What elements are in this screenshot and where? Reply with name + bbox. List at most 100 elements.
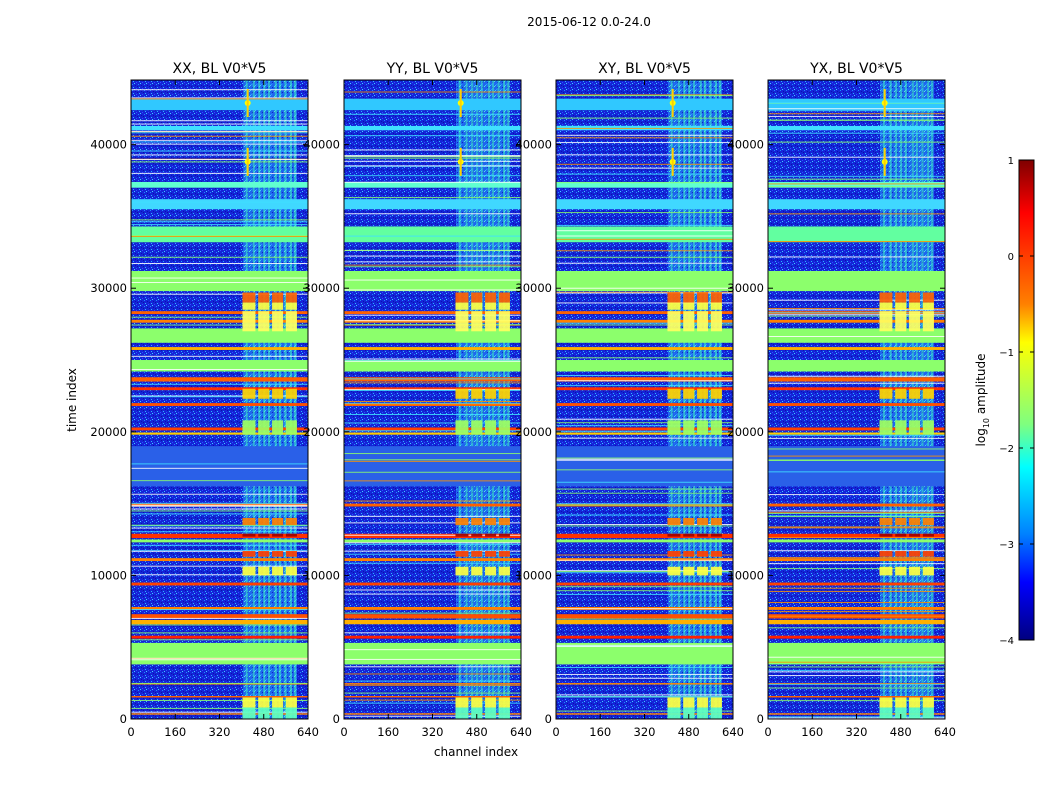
colorbar-label-log: log [974, 428, 988, 446]
band [556, 311, 733, 315]
band-line [768, 516, 945, 518]
band-line [768, 656, 945, 658]
rfi-channel-line [889, 80, 892, 719]
rfi-block [272, 707, 284, 719]
band-line [556, 262, 733, 264]
rfi-block [498, 566, 510, 576]
band-line [344, 279, 521, 281]
y-tick-label: 40000 [90, 138, 127, 152]
band-line [344, 181, 521, 183]
band-line [344, 543, 521, 545]
panel-2: YY, BL V0*V5 0 160 320 480 640 0 10000 20000 3000… [303, 61, 532, 739]
band-line [344, 157, 521, 159]
band-line [768, 115, 945, 117]
band-line [131, 659, 308, 661]
band [556, 582, 733, 586]
band-line [131, 396, 308, 398]
rfi-channel-line [911, 80, 914, 719]
colorbar-label-base: 10 [982, 418, 991, 428]
band-line [344, 562, 521, 564]
band-line [344, 522, 521, 524]
rfi-block [455, 420, 469, 435]
band-line [131, 324, 308, 326]
rfi-block [879, 550, 893, 557]
band [768, 319, 945, 323]
band-line [344, 160, 521, 162]
band [768, 181, 945, 188]
rfi-block [242, 697, 256, 708]
band [556, 270, 733, 292]
rfi-block [471, 566, 483, 576]
rfi-block [922, 697, 934, 708]
rfi-block [498, 292, 510, 303]
x-tick-label: 640 [297, 725, 319, 739]
band-line [556, 302, 733, 304]
colorbar-label-amplitude: amplitude [974, 354, 988, 418]
band [344, 539, 521, 543]
rfi-block [879, 707, 893, 719]
band-line [556, 457, 733, 459]
band-line [556, 224, 733, 226]
rfi-block [485, 420, 497, 435]
x-tick-label: 160 [589, 725, 611, 739]
band-line [556, 291, 733, 293]
band [768, 582, 945, 586]
band-line [556, 374, 733, 376]
rfi-channel-line [252, 80, 255, 719]
band-line [131, 505, 308, 507]
band-line [131, 143, 308, 145]
rfi-block [879, 302, 893, 310]
band [344, 328, 521, 343]
band-line [768, 671, 945, 673]
band-line [344, 382, 521, 384]
band [131, 642, 308, 665]
band-line [768, 110, 945, 112]
band-line [131, 316, 308, 318]
rfi-block [498, 420, 510, 435]
band-line [768, 601, 945, 603]
band [768, 270, 945, 292]
rfi-block [498, 707, 510, 719]
rfi-block [285, 697, 297, 708]
band [131, 377, 308, 382]
band [344, 125, 521, 131]
rfi-block [697, 302, 709, 310]
rfi-channel-line [683, 80, 686, 719]
rfi-block [272, 311, 284, 332]
rfi-block [710, 566, 722, 576]
band-line [556, 570, 733, 572]
rfi-block [909, 566, 921, 576]
band [556, 319, 733, 323]
band-line [768, 156, 945, 158]
band-line [556, 677, 733, 679]
band [131, 319, 308, 323]
band-line [344, 649, 521, 651]
rfi-channel-line [458, 80, 461, 719]
rfi-block [697, 697, 709, 708]
rfi-block [258, 517, 270, 526]
rfi-spot-line [459, 88, 462, 117]
band [131, 387, 308, 391]
rfi-block [895, 707, 907, 719]
y-tick-label: 20000 [515, 425, 552, 439]
band-line [556, 572, 733, 574]
band-line [344, 673, 521, 675]
y-tick-label: 30000 [515, 281, 552, 295]
rfi-channel-line [258, 80, 261, 719]
band-line [556, 127, 733, 129]
band-line [344, 255, 521, 257]
x-tick-label: 160 [801, 725, 823, 739]
band [131, 696, 308, 698]
colorbar-tick-label: −2 [999, 444, 1014, 455]
x-tick-label: 320 [422, 725, 444, 739]
rfi-block [879, 420, 893, 435]
rfi-block [258, 302, 270, 310]
rfi-block [498, 311, 510, 332]
band-line [131, 172, 308, 174]
band-line [556, 590, 733, 592]
rfi-spot-line [459, 147, 462, 176]
band-line [768, 568, 945, 570]
rfi-block [683, 420, 695, 435]
band [768, 387, 945, 391]
rfi-block [922, 550, 934, 557]
